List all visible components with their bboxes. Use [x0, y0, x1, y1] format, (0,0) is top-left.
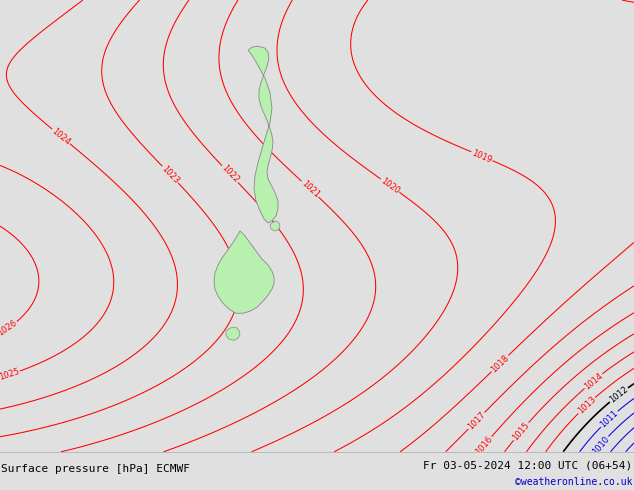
Text: 1012: 1012 [608, 385, 630, 405]
Text: 1026: 1026 [0, 318, 19, 338]
Text: 1021: 1021 [299, 179, 321, 199]
Text: 1024: 1024 [50, 126, 72, 147]
Text: 1013: 1013 [576, 395, 597, 416]
Text: 1016: 1016 [474, 434, 495, 456]
Text: 1015: 1015 [511, 420, 531, 442]
Text: 1014: 1014 [583, 371, 604, 391]
Text: Surface pressure [hPa] ECMWF: Surface pressure [hPa] ECMWF [1, 464, 190, 474]
Text: Fr 03-05-2024 12:00 UTC (06+54): Fr 03-05-2024 12:00 UTC (06+54) [424, 460, 633, 470]
Polygon shape [226, 327, 240, 341]
Text: 1020: 1020 [379, 176, 401, 196]
Polygon shape [214, 231, 274, 313]
Text: 1019: 1019 [470, 148, 493, 165]
Text: 1017: 1017 [466, 410, 487, 431]
Polygon shape [248, 46, 278, 223]
Text: 1023: 1023 [160, 164, 181, 185]
Text: 1025: 1025 [0, 367, 20, 382]
Text: 1022: 1022 [219, 163, 240, 185]
Text: 1011: 1011 [598, 409, 620, 429]
Text: ©weatheronline.co.uk: ©weatheronline.co.uk [515, 477, 633, 488]
Text: 1010: 1010 [591, 434, 611, 456]
Polygon shape [270, 221, 280, 231]
Text: 1018: 1018 [489, 353, 511, 374]
